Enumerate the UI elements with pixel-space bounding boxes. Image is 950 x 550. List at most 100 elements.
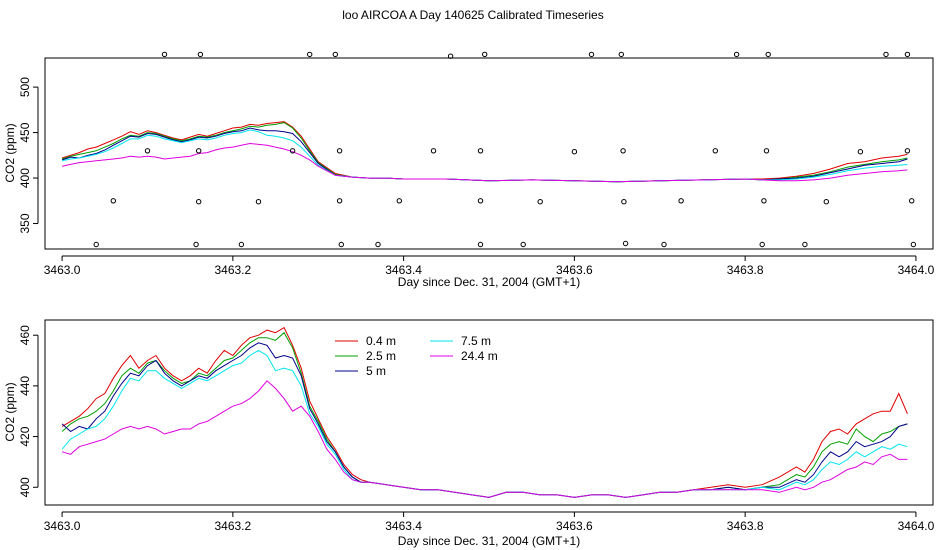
- plot-frame: [44, 57, 934, 250]
- scatter-point: [857, 149, 864, 155]
- y-tick-label: 350: [18, 213, 32, 233]
- panel-bottom: 3463.0 3463.2 3463.4 3463.6 3463.8 3464.0 400…: [3, 319, 935, 548]
- series-line: [61, 142, 908, 183]
- scatter-point: [238, 241, 245, 248]
- scatter-point: [338, 241, 344, 248]
- y-axis: 400 420 440 460: [18, 325, 39, 497]
- scatter-point: [661, 241, 667, 248]
- y-tick-label: 460: [18, 325, 32, 345]
- scatter-point: [618, 51, 624, 58]
- series-line: [61, 342, 908, 498]
- x-axis: 3463.0 3463.2 3463.4 3463.6 3463.8 3464.0: [44, 511, 935, 533]
- legend-item: 24.4 m: [430, 349, 498, 363]
- x-tick-label: 3463.6: [556, 519, 593, 533]
- legend-label: 0.4 m: [366, 334, 396, 348]
- plot-frame: [44, 319, 934, 506]
- scatter-point: [477, 241, 484, 248]
- scatter-point: [765, 51, 771, 58]
- legend-item: 7.5 m: [430, 334, 491, 348]
- scatter-point: [447, 53, 454, 59]
- scatter-point: [537, 199, 543, 205]
- series-line: [61, 127, 908, 183]
- scatter-point: [904, 148, 911, 154]
- y-axis: 350 400 450 500: [18, 77, 39, 234]
- scatter-point: [336, 198, 343, 204]
- scatter-point: [375, 241, 381, 248]
- scatter-point: [477, 198, 484, 204]
- x-tick-label: 3463.2: [214, 263, 251, 277]
- x-tick-label: 3463.8: [727, 519, 764, 533]
- scatter-point: [588, 51, 595, 58]
- x-tick-label: 3464.0: [898, 519, 935, 533]
- x-axis-label: Day since Dec. 31, 2004 (GMT+1): [398, 275, 580, 289]
- x-tick-label: 3463.0: [44, 519, 81, 533]
- scatter-point: [622, 240, 629, 247]
- y-axis-label: CO2 (ppm): [3, 382, 17, 441]
- scatter-point: [678, 198, 684, 204]
- scatter-point: [571, 149, 578, 155]
- chart-title: loo AIRCOA A Day 140625 Calibrated Times…: [342, 8, 603, 22]
- series-lines: [61, 121, 908, 183]
- y-tick-label: 450: [18, 122, 32, 142]
- scatter-point: [144, 148, 151, 154]
- x-tick-label: 3463.0: [44, 263, 81, 277]
- scatter-point: [332, 51, 338, 58]
- scatter-point: [712, 148, 718, 154]
- scatter-point: [620, 148, 626, 154]
- scatter-point: [396, 198, 402, 204]
- series-line: [61, 121, 908, 183]
- panel-top: 3463.0 3463.2 3463.4 3463.6 3463.8 3464.0 350…: [3, 51, 935, 289]
- legend-item: 5 m: [335, 364, 386, 378]
- x-tick-label: 3463.6: [556, 263, 593, 277]
- legend: 0.4 m 2.5 m 5 m 7.5 m 24.4 m: [335, 334, 498, 378]
- scatter-point: [196, 148, 202, 154]
- series-lines: [61, 326, 908, 498]
- scatter-point: [520, 241, 526, 248]
- scatter-point: [759, 241, 765, 248]
- scatter-point: [477, 148, 484, 154]
- series-line: [61, 380, 908, 498]
- legend-label: 5 m: [366, 364, 386, 378]
- scatter-point: [110, 198, 117, 204]
- scatter-point: [289, 148, 296, 154]
- scatter-point: [904, 51, 911, 58]
- x-tick-label: 3464.0: [898, 263, 935, 277]
- x-tick-label: 3463.4: [385, 519, 422, 533]
- scatter-point: [161, 51, 168, 58]
- legend-label: 2.5 m: [366, 349, 396, 363]
- scatter-point: [197, 51, 204, 58]
- scatter-point: [621, 199, 627, 205]
- y-tick-label: 400: [18, 168, 32, 188]
- scatter-point: [255, 199, 262, 205]
- scatter-point: [336, 148, 343, 154]
- scatter-point: [823, 199, 829, 205]
- series-line: [61, 122, 908, 183]
- series-line: [61, 349, 908, 498]
- scatter-point: [802, 241, 808, 248]
- scatter-point: [193, 241, 199, 248]
- scatter-point: [307, 51, 313, 58]
- scatter-point: [196, 199, 202, 205]
- legend-label: 24.4 m: [461, 349, 498, 363]
- x-tick-label: 3463.8: [727, 263, 764, 277]
- y-tick-label: 420: [18, 426, 32, 446]
- legend-item: 0.4 m: [335, 334, 396, 348]
- y-tick-label: 400: [18, 477, 32, 497]
- scatter-point: [883, 51, 889, 58]
- scatter-point: [733, 51, 740, 58]
- scatter-point: [93, 241, 99, 248]
- scatter-point: [761, 198, 767, 204]
- legend-item: 2.5 m: [335, 349, 396, 363]
- scatter-point: [482, 51, 488, 58]
- scatter-points: [93, 51, 917, 248]
- y-tick-label: 440: [18, 376, 32, 396]
- x-tick-label: 3463.2: [214, 519, 251, 533]
- y-axis-label: CO2 (ppm): [3, 123, 17, 182]
- scatter-point: [763, 148, 770, 154]
- scatter-point: [910, 241, 917, 248]
- scatter-point: [430, 148, 437, 154]
- x-axis: 3463.0 3463.2 3463.4 3463.6 3463.8 3464.0: [44, 255, 935, 277]
- x-tick-label: 3463.4: [385, 263, 422, 277]
- scatter-point: [909, 198, 915, 204]
